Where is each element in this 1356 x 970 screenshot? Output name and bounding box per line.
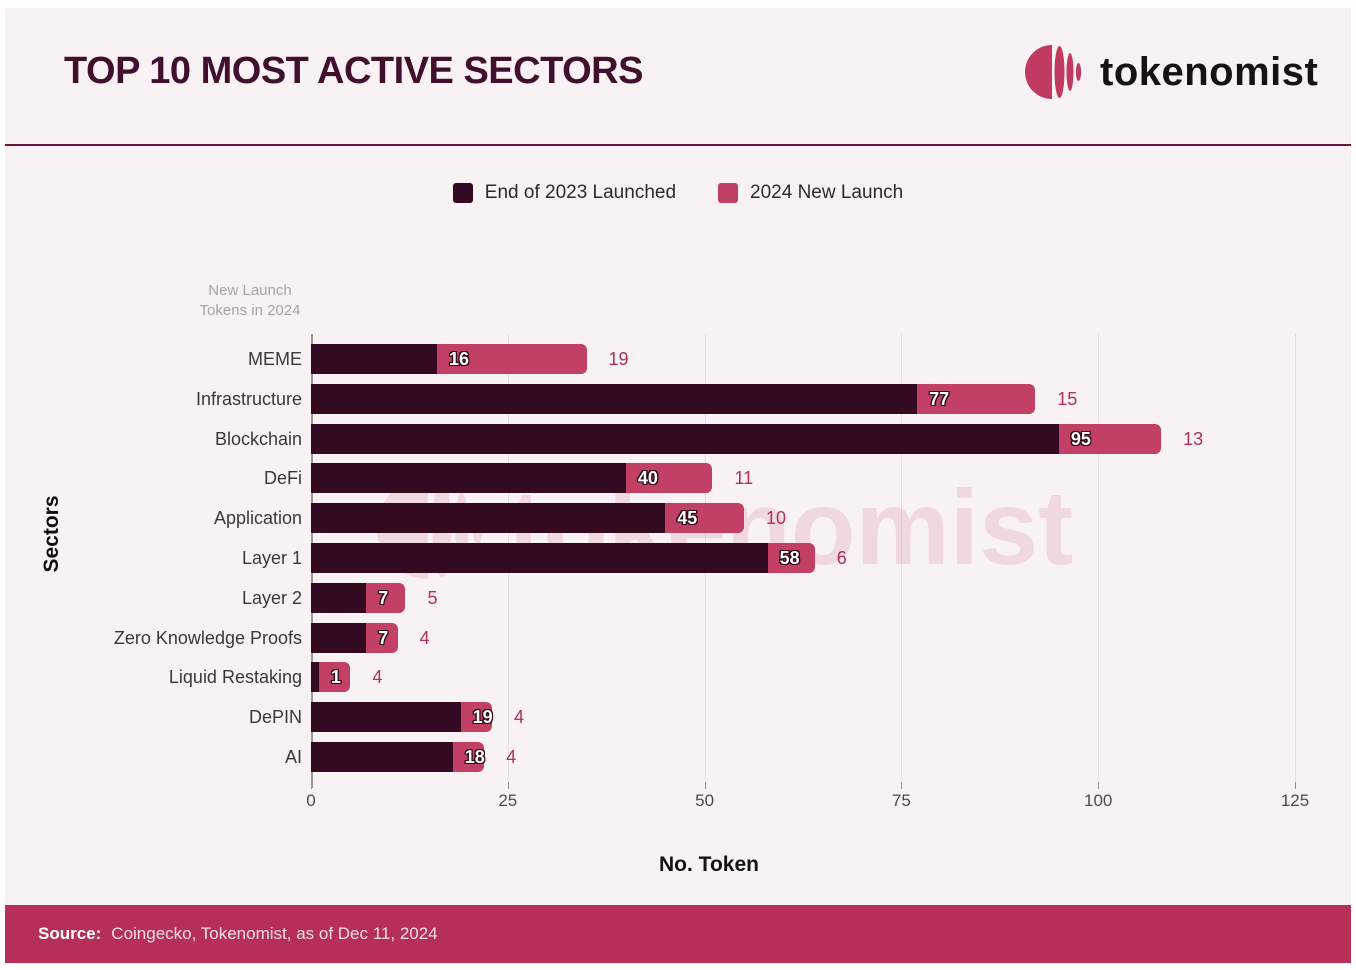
annotation-line-1: New Launch (208, 282, 292, 299)
category-label: Layer 1 (241, 548, 302, 568)
brand-name: tokenomist (1100, 49, 1319, 94)
bar-segment-2024 (665, 503, 744, 534)
category-label: Infrastructure (195, 388, 302, 409)
footer: Source: Coingecko, Tokenomist, as of Dec… (5, 905, 1351, 963)
value-label-2023: 95 (1070, 428, 1091, 449)
page-title: TOP 10 MOST ACTIVE SECTORS (64, 50, 643, 92)
bar-segment-2024 (767, 543, 815, 573)
category-label: Blockchain (214, 428, 302, 449)
category-label: AI (284, 747, 302, 767)
tick-mark (704, 782, 706, 789)
chart-annotation: New Launch Tokens in 2024 (165, 281, 335, 322)
category-label: Application (213, 508, 302, 529)
legend: End of 2023 Launched 2024 New Launch (0, 182, 1356, 204)
bar-segment-2023 (311, 463, 626, 494)
value-label-2024: 11 (734, 468, 754, 489)
value-label-2023: 58 (779, 548, 800, 568)
tick-mark (1098, 782, 1100, 789)
bar-segment-2023 (311, 742, 453, 772)
bar-segment-2024 (460, 702, 493, 733)
value-label-2024: 4 (419, 627, 430, 648)
y-axis-title: Sectors (40, 495, 63, 573)
bar-segment-2024 (917, 383, 1036, 414)
legend-label-2024: 2024 New Launch (750, 182, 904, 203)
legend-swatch-2024 (718, 183, 739, 203)
value-label-2023: 18 (464, 747, 485, 767)
gridline (1295, 334, 1296, 782)
value-label-2023: 16 (448, 349, 469, 369)
value-label-2023: 19 (472, 707, 493, 728)
brand-logo: tokenomist (1016, 44, 1318, 100)
annotation-line-2: Tokens in 2024 (199, 302, 301, 320)
value-label-2023: 7 (378, 627, 389, 648)
bar-segment-2024 (436, 344, 587, 374)
category-label: DePIN (248, 707, 302, 728)
category-label: DeFi (263, 468, 302, 489)
legend-swatch-2023 (452, 183, 473, 203)
bar-segment-2023 (311, 383, 918, 414)
bar-segment-2024 (1058, 423, 1162, 454)
bar-segment-2023 (311, 702, 461, 733)
tick-mark (507, 782, 509, 789)
bar-segment-2024 (366, 582, 406, 613)
tick-label: 25 (498, 791, 518, 810)
value-label-2024: 13 (1183, 428, 1204, 449)
header-divider (5, 144, 1351, 146)
source-text: Coingecko, Tokenomist, as of Dec 11, 202… (111, 924, 438, 943)
value-label-2023: 45 (677, 508, 698, 529)
bar-segment-2024 (452, 742, 485, 772)
value-label-2023: 77 (929, 388, 950, 409)
bar-segment-2023 (311, 662, 319, 693)
value-label-2024: 4 (506, 747, 517, 767)
tick-label: 50 (695, 791, 715, 810)
bar-segment-2024 (366, 622, 398, 653)
category-label: MEME (248, 349, 302, 369)
category-label: Liquid Restaking (168, 667, 302, 688)
source-label: Source: (38, 924, 102, 943)
tick-label: 100 (1084, 791, 1113, 810)
bar-segment-2023 (311, 543, 768, 573)
gridline (1098, 334, 1100, 782)
bar-segment-2023 (311, 582, 367, 613)
bar-segment-2023 (311, 503, 666, 534)
value-label-2024: 6 (836, 548, 847, 568)
tick-mark (1295, 782, 1296, 789)
bar-segment-2023 (311, 423, 1059, 454)
gridline (901, 334, 903, 782)
value-label-2023: 7 (378, 587, 389, 608)
value-label-2024: 19 (608, 349, 629, 369)
value-label-2023: 1 (330, 667, 341, 688)
legend-label-2023: End of 2023 Launched (484, 182, 677, 203)
category-label: Zero Knowledge Proofs (113, 627, 302, 648)
value-label-2023: 40 (637, 468, 658, 489)
bar-segment-2023 (311, 622, 367, 653)
value-label-2024: 4 (372, 667, 383, 688)
value-label-2024: 15 (1057, 388, 1078, 409)
category-label: Layer 2 (241, 587, 302, 608)
value-label-2024: 5 (427, 587, 438, 608)
bar-segment-2024 (625, 463, 713, 494)
tick-label: 125 (1280, 791, 1310, 810)
tokenomist-logo-icon (1025, 45, 1082, 99)
bar-segment-2023 (311, 344, 437, 374)
value-label-2024: 4 (514, 707, 525, 728)
tick-label: 0 (306, 791, 316, 810)
x-axis-title: No. Token (659, 853, 759, 876)
value-label-2024: 10 (765, 508, 786, 529)
tick-label: 75 (891, 791, 911, 810)
tick-mark (901, 782, 903, 789)
bar-segment-2024 (318, 662, 351, 693)
